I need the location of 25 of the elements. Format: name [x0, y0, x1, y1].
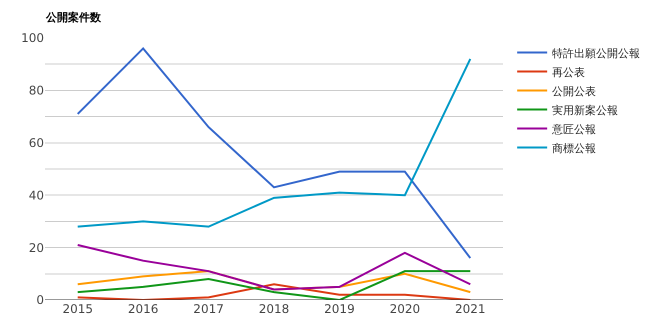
line-series	[76, 244, 472, 291]
legend-label: 実用新案公報	[552, 104, 618, 117]
y-tick-label: 60	[28, 136, 44, 150]
x-tick-label: 2021	[455, 302, 486, 316]
y-tick-label: 80	[28, 84, 44, 98]
x-tick-label: 2015	[62, 302, 93, 316]
x-tick-label: 2019	[324, 302, 355, 316]
y-tick-label: 100	[21, 31, 44, 46]
legend-label: 商標公報	[552, 142, 596, 155]
x-tick-label: 2017	[193, 302, 224, 316]
x-tick-label: 2016	[128, 302, 158, 316]
line-series	[76, 58, 472, 228]
line-series	[76, 47, 472, 260]
y-tick-label: 20	[28, 240, 44, 255]
legend-label: 公開公表	[552, 84, 596, 98]
legend-label: 特許出願公開公報	[552, 46, 640, 60]
legend-label: 再公表	[552, 66, 586, 79]
x-tick-label: 2020	[390, 302, 420, 316]
legend-label: 意匠公報	[551, 122, 596, 136]
line-series	[76, 283, 472, 300]
chart-title: 公開案件数	[44, 10, 102, 24]
line-series	[76, 270, 472, 300]
y-tick-label: 0	[36, 293, 44, 308]
x-tick-label: 2018	[258, 302, 290, 316]
y-tick-label: 40	[28, 188, 44, 202]
